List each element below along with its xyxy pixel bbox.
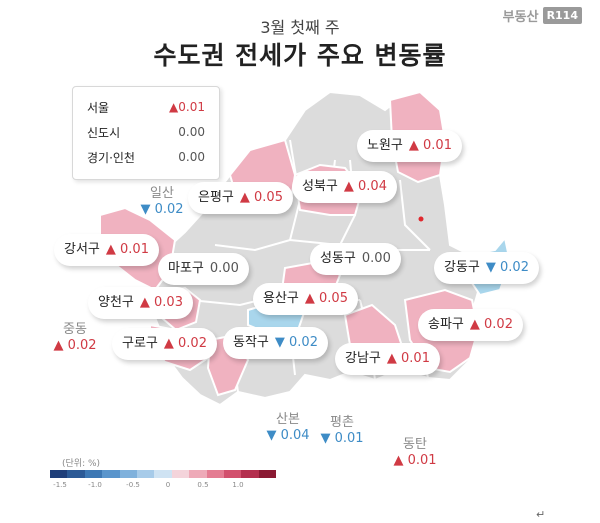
district-label-yangcheon: 양천구 ▲ 0.03 <box>88 287 193 319</box>
legend-swatch <box>136 470 155 478</box>
district-value: ▲ 0.01 <box>386 351 430 366</box>
district-value: ▲ 0.04 <box>343 179 387 194</box>
district-label-mapo: 마포구 0.00 <box>158 253 249 285</box>
district-label-nowon: 노원구 ▲ 0.01 <box>357 130 462 162</box>
legend-tick-label: -1.5 <box>53 481 67 489</box>
district-value: ▼ 0.02 <box>274 335 318 350</box>
summary-row: 경기·인천 0.00 <box>87 147 205 167</box>
summary-value: 0.00 <box>178 125 205 139</box>
district-value: ▲ 0.01 <box>105 242 149 257</box>
page-subtitle: 3월 첫째 주 <box>260 18 340 37</box>
legend-tick-label: 0 <box>165 481 171 489</box>
district-value: ▲ 0.02 <box>163 336 207 351</box>
legend-swatch <box>206 470 224 478</box>
district-name: 구로구 <box>122 336 158 351</box>
newtown-label-pyeongchon: 평촌 ▼ 0.01 <box>312 415 372 447</box>
district-value: ▼ 0.02 <box>485 260 529 275</box>
district-value: ▲ 0.05 <box>304 291 348 306</box>
newtown-label-jungdong: 중동 ▲ 0.02 <box>45 322 105 354</box>
newtown-name: 평촌 <box>330 415 354 430</box>
newtown-name: 중동 <box>63 322 87 337</box>
summary-label: 신도시 <box>87 125 121 140</box>
summary-value: 0.00 <box>178 150 205 164</box>
district-name: 양천구 <box>98 295 134 310</box>
district-name: 노원구 <box>367 138 403 153</box>
legend-unit: (단위: %) <box>62 459 101 469</box>
district-value: 0.00 <box>209 261 239 276</box>
return-mark: ↵ <box>536 508 546 521</box>
district-name: 송파구 <box>428 317 464 332</box>
newtown-label-sanbon: 산본 ▼ 0.04 <box>258 412 318 444</box>
location-marker <box>418 216 424 222</box>
legend-swatch <box>241 470 259 478</box>
legend-swatch <box>119 470 137 478</box>
district-name: 동작구 <box>233 335 269 350</box>
newtown-value: ▼ 0.02 <box>140 202 184 217</box>
newtown-label-dongtan: 동탄 ▲ 0.01 <box>385 437 445 469</box>
legend-tick-label: -1.0 <box>88 481 102 489</box>
newtown-value: ▲ 0.02 <box>53 338 97 353</box>
district-label-seongdong: 성동구 0.00 <box>310 243 401 275</box>
summary-value: ▲0.01 <box>169 100 205 114</box>
newtown-name: 일산 <box>150 186 174 201</box>
district-label-dongjak: 동작구 ▼ 0.02 <box>223 327 328 359</box>
legend-swatch <box>223 470 242 478</box>
summary-label: 서울 <box>87 100 110 115</box>
brand-logo: 부동산 R114 <box>503 6 582 25</box>
district-name: 은평구 <box>198 190 234 205</box>
district-name: 성북구 <box>302 179 338 194</box>
district-name: 용산구 <box>263 291 299 306</box>
brand-badge: R114 <box>542 7 582 24</box>
district-value: ▲ 0.05 <box>239 190 283 205</box>
district-value: ▲ 0.03 <box>139 295 183 310</box>
summary-row: 신도시 0.00 <box>87 122 205 142</box>
summary-label: 경기·인천 <box>87 150 135 165</box>
summary-row: 서울 ▲0.01 <box>87 97 205 117</box>
district-label-seongbuk: 성북구 ▲ 0.04 <box>292 171 397 203</box>
newtown-name: 동탄 <box>403 437 427 452</box>
legend-swatch <box>258 470 277 478</box>
district-name: 강남구 <box>345 351 381 366</box>
district-value: ▲ 0.02 <box>469 317 513 332</box>
legend-tick-label: 1.0 <box>232 481 244 489</box>
district-name: 강동구 <box>444 260 480 275</box>
legend-swatch <box>154 470 172 478</box>
district-label-yongsan: 용산구 ▲ 0.05 <box>253 283 358 315</box>
legend-ticks: -1.5 -1.0 -0.5 0 0.5 1.0 <box>50 481 276 491</box>
district-name: 강서구 <box>64 242 100 257</box>
district-label-songpa: 송파구 ▲ 0.02 <box>418 309 523 341</box>
newtown-name: 산본 <box>276 412 300 427</box>
brand-text: 부동산 <box>502 10 539 25</box>
newtown-label-ilsan: 일산 ▼ 0.02 <box>132 186 192 218</box>
district-value: ▲ 0.01 <box>408 138 452 153</box>
legend-tick-label: 0.5 <box>197 481 209 489</box>
summary-box: 서울 ▲0.01 신도시 0.00 경기·인천 0.00 <box>72 86 220 180</box>
district-label-guro: 구로구 ▲ 0.02 <box>112 328 217 360</box>
district-value: 0.00 <box>361 251 391 266</box>
legend-swatch <box>189 470 207 478</box>
newtown-value: ▼ 0.04 <box>266 428 310 443</box>
page-title: 수도권 전세가 주요 변동률 <box>153 41 447 70</box>
legend-tick-label: -0.5 <box>126 481 140 489</box>
district-name: 마포구 <box>168 261 204 276</box>
legend-swatch <box>67 470 85 478</box>
district-name: 성동구 <box>320 251 356 266</box>
district-label-gangdong: 강동구 ▼ 0.02 <box>434 252 539 284</box>
district-label-eunpyeong: 은평구 ▲ 0.05 <box>188 182 293 214</box>
district-label-gangnam: 강남구 ▲ 0.01 <box>335 343 440 375</box>
legend-swatch <box>50 470 68 478</box>
legend-color-bar <box>50 470 277 478</box>
newtown-value: ▲ 0.01 <box>393 453 437 468</box>
district-label-gangseo: 강서구 ▲ 0.01 <box>54 234 159 266</box>
legend-swatch <box>171 470 190 478</box>
legend-swatch <box>102 470 120 478</box>
legend-swatch <box>84 470 103 478</box>
newtown-value: ▼ 0.01 <box>320 431 364 446</box>
